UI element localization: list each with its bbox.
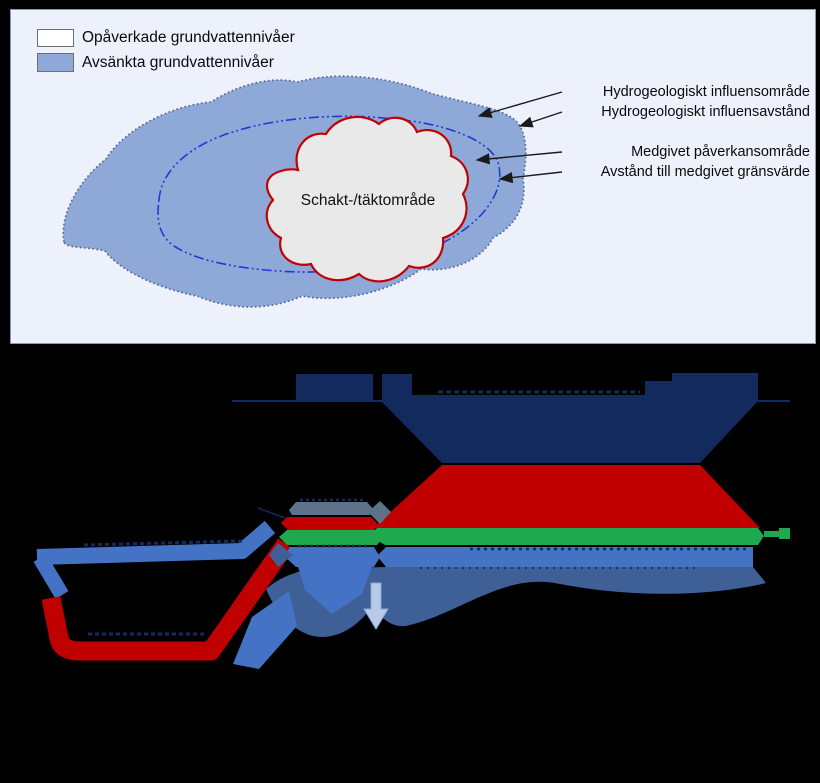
pointer-line — [257, 507, 286, 519]
callout-label-permitted-area: Medgivet påverkansområde — [631, 144, 810, 160]
map-graphics — [62, 75, 563, 308]
middle-red-band — [281, 517, 377, 530]
middle-green-band — [279, 530, 384, 545]
legend-label-unaffected: Opåverkade grundvattennivåer — [82, 29, 295, 46]
slate-diamond — [368, 501, 391, 524]
callout-label-limit-distance: Avstånd till medgivet gränsvärde — [600, 164, 810, 180]
callout-arrow-influence-distance — [518, 111, 563, 128]
map-panel: Opåverkade grundvattennivåer Avsänkta gr… — [10, 9, 816, 344]
groundwater-blue-band — [377, 547, 753, 567]
left-quarry-red-band — [41, 538, 294, 661]
callout-arrow-permitted-area — [475, 151, 563, 165]
legend-label-lowered: Avsänkta grundvattennivåer — [82, 54, 274, 71]
middle-slate-band — [289, 502, 374, 515]
permitted-impact-boundary-line — [157, 115, 501, 273]
surface-navy-block — [296, 374, 373, 401]
green-level-band — [370, 528, 764, 545]
callout-label-influence-area: Hydrogeologiskt influensområde — [602, 84, 810, 100]
pit-navy-body — [382, 373, 758, 463]
down-arrow-icon — [363, 582, 389, 630]
pit-red-zone — [373, 465, 760, 528]
callout-label-influence-distance: Hydrogeologiskt influensavstånd — [601, 104, 810, 120]
callout-arrow-limit-distance — [498, 171, 563, 184]
left-quarry-ring — [33, 520, 294, 661]
legend-swatch-lowered — [37, 53, 74, 72]
steel-diamond — [269, 543, 293, 567]
legend-swatch-unaffected — [37, 29, 74, 47]
left-quarry-blue-arm — [33, 554, 69, 599]
green-level-line-cap — [779, 528, 790, 539]
drawdown-cone-steel — [266, 567, 766, 637]
text-remnant-dashes — [83, 390, 750, 636]
middle-cone-blue — [298, 567, 372, 614]
left-cone-blue-wedge — [233, 591, 297, 669]
middle-blue-band — [284, 547, 380, 567]
green-level-line — [764, 531, 780, 537]
left-quarry-blue-band — [36, 520, 276, 565]
excavation-area-blob — [265, 115, 469, 283]
excavation-area-label: Schakt-/täktområde — [300, 192, 436, 209]
callout-arrows — [475, 91, 563, 184]
callout-arrow-influence-area — [477, 91, 563, 118]
